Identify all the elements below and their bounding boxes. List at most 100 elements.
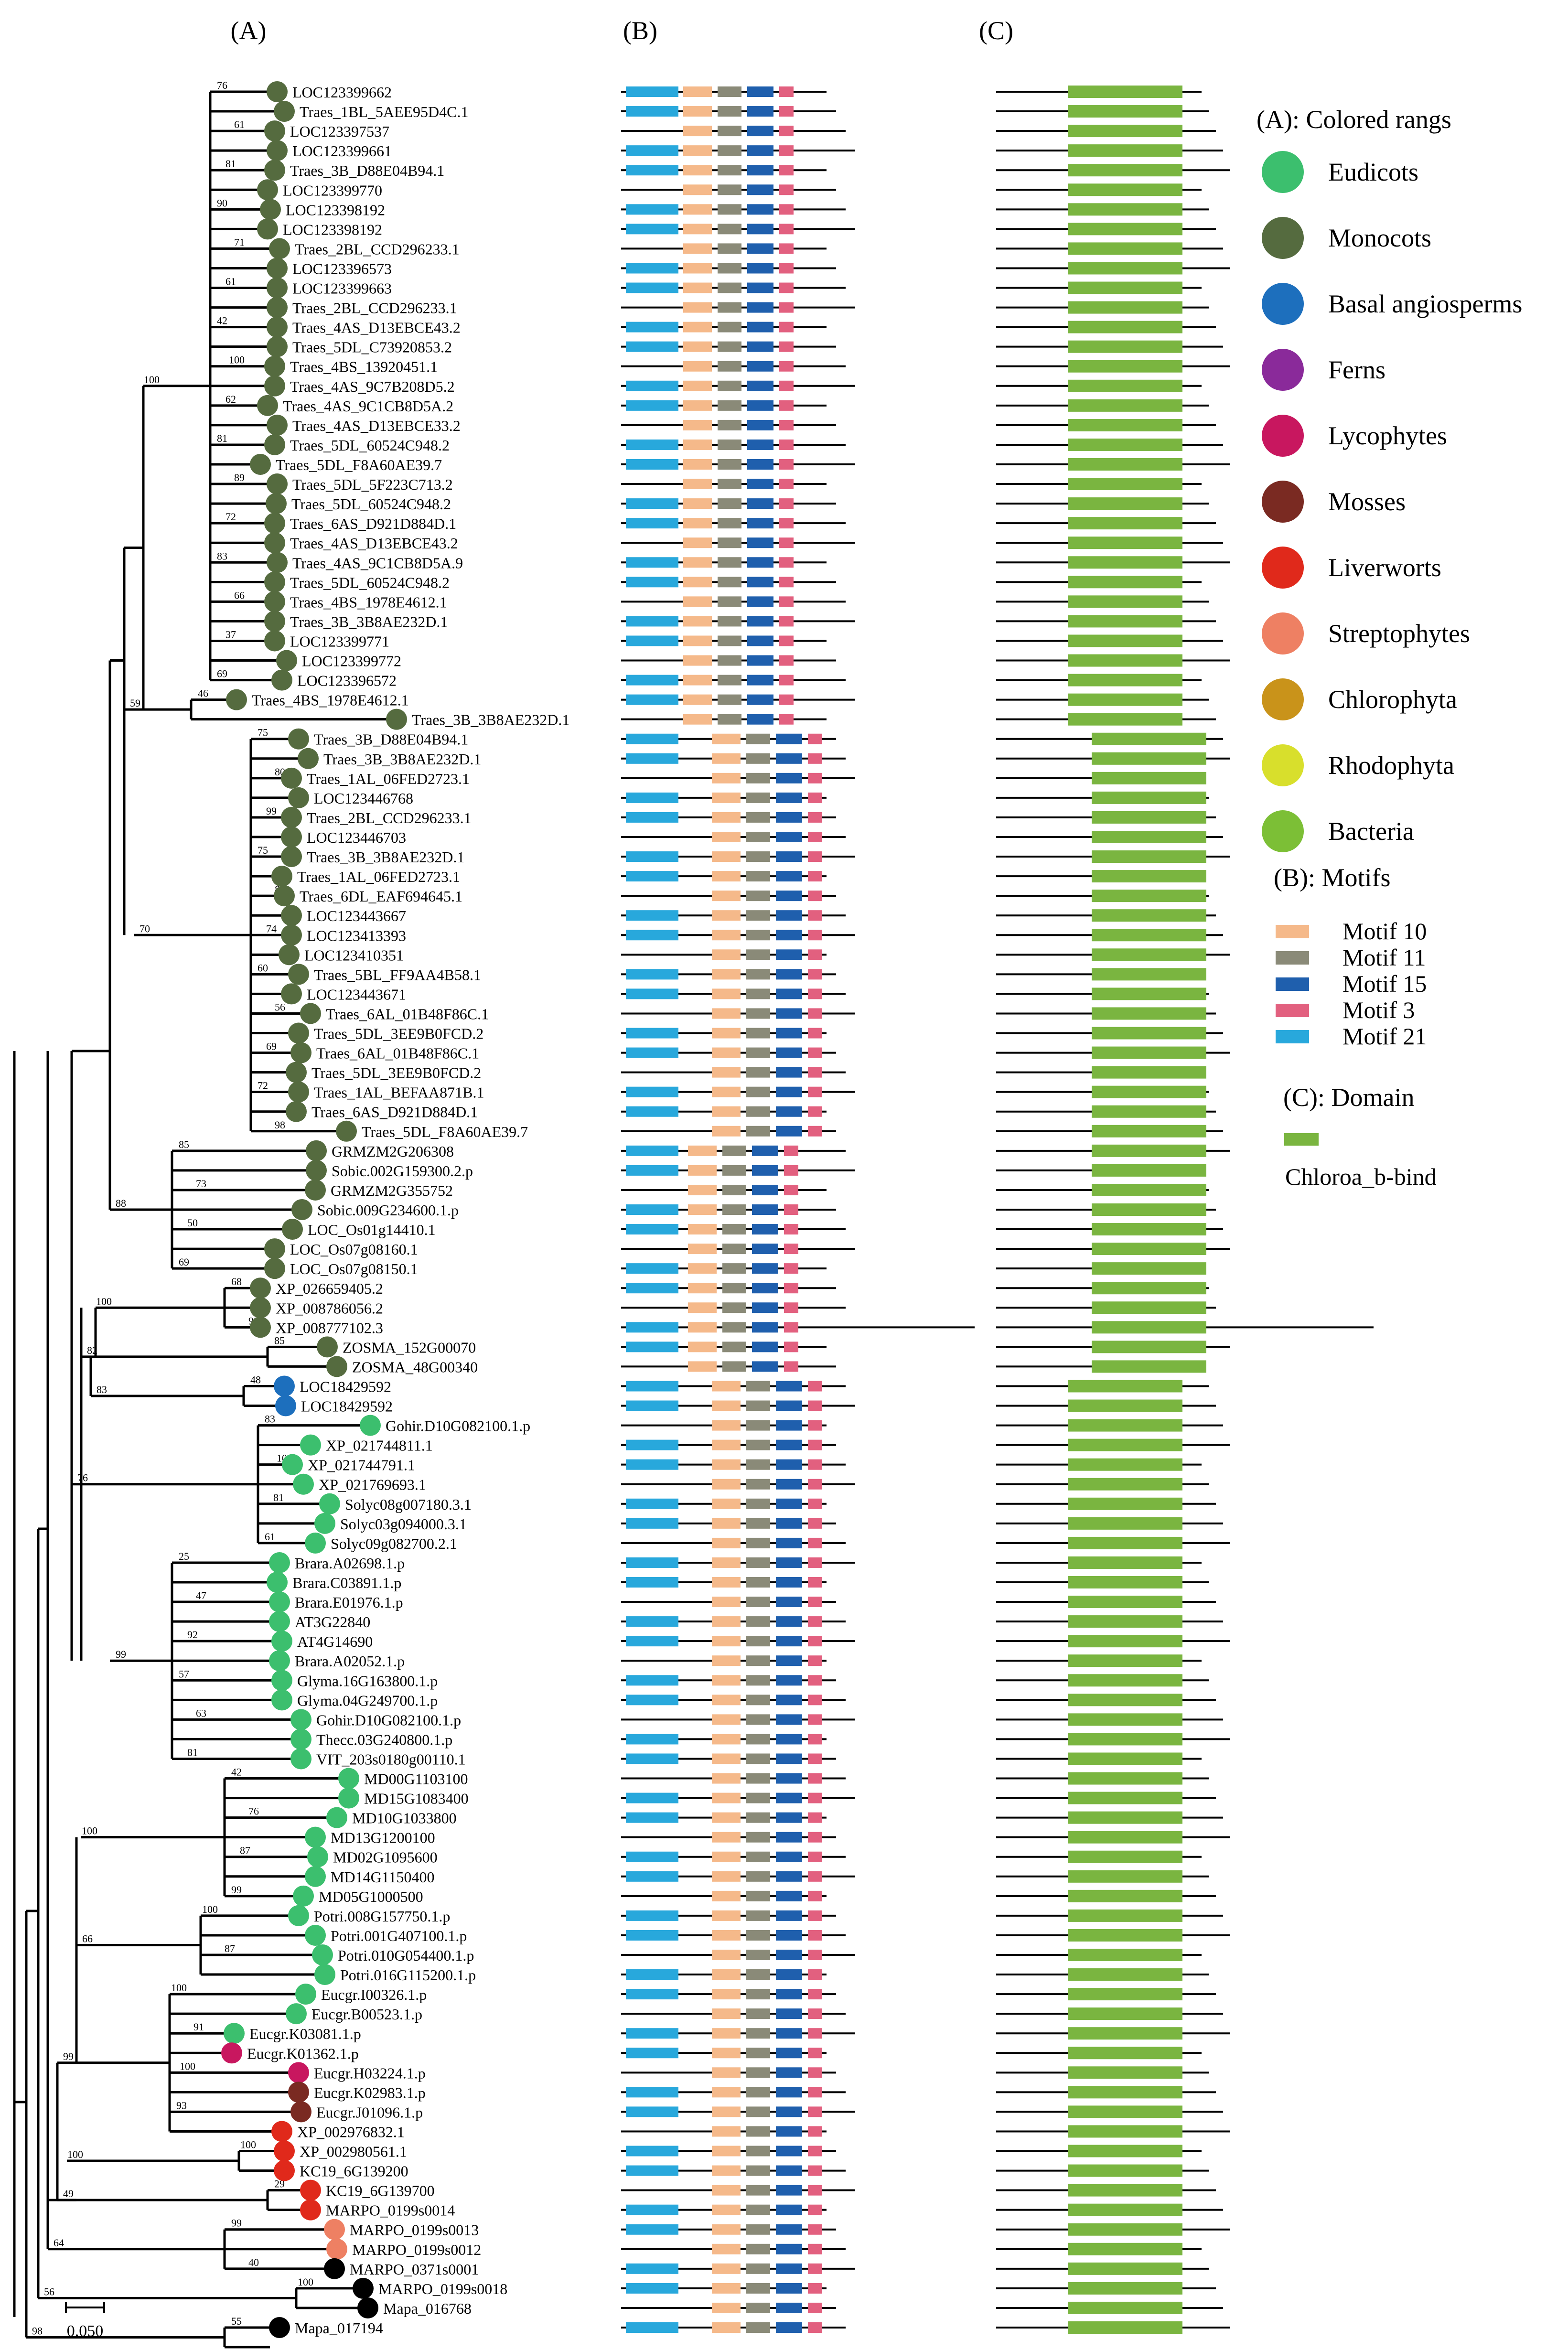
domain-chloroa-b-bind [1068,379,1182,392]
motif-10 [712,812,741,823]
tip-marker [298,748,319,769]
motif-15 [776,792,802,803]
motif-15 [776,1832,802,1843]
tip-marker [295,1984,316,2005]
motif-15 [776,1969,802,1980]
domain-chloroa-b-bind [1092,1321,1206,1334]
motif-21 [626,1577,678,1588]
tip-marker [264,1238,285,1260]
motif-3 [808,1498,822,1509]
motif-21 [626,1400,678,1411]
motif-15 [776,1067,802,1078]
tip-marker [267,336,288,357]
motif-15 [747,243,773,254]
motif-10 [712,1950,741,1960]
taxon-label: Eucgr.K01362.1.p [247,2045,359,2062]
motif-10 [683,518,712,529]
motif-15 [776,1577,802,1588]
domain-chloroa-b-bind [1092,1360,1206,1373]
motif-3 [808,1773,822,1784]
tip-marker [336,1120,357,1142]
bootstrap-value: 68 [231,1276,242,1288]
motif-11 [746,2302,770,2313]
motif-11 [718,479,741,490]
taxon-label: Brara.C03891.1.p [292,1574,401,1591]
bootstrap-value: 56 [44,2286,54,2297]
motif-10 [683,635,712,646]
motif-10 [683,341,712,352]
tip-marker [274,2160,295,2181]
legend-clade-swatch [1262,678,1304,720]
taxon-label: LOC123398192 [283,221,382,238]
bootstrap-value: 93 [176,2099,187,2111]
domain-chloroa-b-bind [1068,183,1182,196]
motif-15 [776,2165,802,2176]
tip-marker [317,1336,338,1358]
motif-10 [712,1439,741,1450]
domain-chloroa-b-bind [1068,1968,1182,1981]
motif-11 [718,635,741,646]
motif-21 [626,400,678,411]
tip-marker [288,1905,309,1926]
motif-3 [779,498,794,509]
bootstrap-value: 100 [202,1903,218,1915]
taxon-label: Traes_4AS_D13EBCE33.2 [292,417,461,434]
motif-3 [808,1792,822,1803]
taxon-label: Traes_2BL_CCD296233.1 [295,240,460,258]
motif-11 [746,1439,770,1450]
tip-marker [300,1434,321,1456]
motif-11 [746,1518,770,1529]
bootstrap-value: 81 [226,158,236,170]
motif-15 [776,910,802,921]
domain-chloroa-b-bind [1068,2105,1182,2118]
taxon-label: XP_021769693.1 [319,1476,426,1493]
taxon-label: ZOSMA_48G00340 [352,1358,478,1375]
motif-11 [718,145,741,156]
motif-15 [752,1263,778,1274]
tip-marker [281,983,302,1005]
motif-15 [776,2106,802,2117]
motif-21 [626,1518,678,1529]
motif-11 [722,1341,746,1352]
legend: (A): Colored rangs Eudicots Monocots Basal… [1257,105,1522,1190]
motif-3 [808,2146,822,2157]
domain-chloroa-b-bind [1092,909,1206,922]
bootstrap-value: 92 [187,1629,198,1641]
motif-10 [712,1381,741,1392]
domain-chloroa-b-bind [1068,1458,1182,1471]
domain-chloroa-b-bind [1068,2243,1182,2255]
tip-marker [353,2277,374,2299]
motif-15 [776,1537,802,1548]
motif-11 [718,361,741,372]
motif-21 [626,675,678,686]
taxon-label: Traes_6DL_EAF694645.1 [300,888,462,905]
domain-chloroa-b-bind [1092,1144,1206,1157]
motif-21 [626,1145,678,1156]
motif-3 [784,1224,798,1235]
motif-11 [746,1675,770,1686]
domain-chloroa-b-bind [1068,1556,1182,1569]
motif-11 [718,557,741,568]
bootstrap-value: 99 [266,805,277,817]
taxon-label: LOC123399663 [292,280,392,297]
domain-chloroa-b-bind [1068,2262,1182,2275]
taxon-label: LOC123443667 [307,907,406,924]
taxon-label: XP_021744811.1 [326,1437,433,1454]
taxon-label: Traes_4BS_1978E4612.1 [252,692,409,709]
motif-10 [683,537,712,548]
motif-15 [747,596,773,607]
motif-10 [712,1420,741,1431]
domain-chloroa-b-bind [1068,458,1182,471]
taxon-label: Traes_4AS_D13EBCE43.2 [292,319,461,336]
motif-15 [776,988,802,999]
motif-10 [712,1812,741,1823]
domain-chloroa-b-bind [1092,1301,1206,1314]
motif-3 [808,1812,822,1823]
bootstrap-value: 100 [240,2139,256,2151]
legend-domain-title: (C): Domain [1283,1083,1414,1112]
motif-10 [712,2263,741,2274]
domain-chloroa-b-bind [1068,2086,1182,2099]
domain-chloroa-b-bind [1068,1478,1182,1491]
motif-10 [688,1145,717,1156]
motif-11 [746,2185,770,2196]
